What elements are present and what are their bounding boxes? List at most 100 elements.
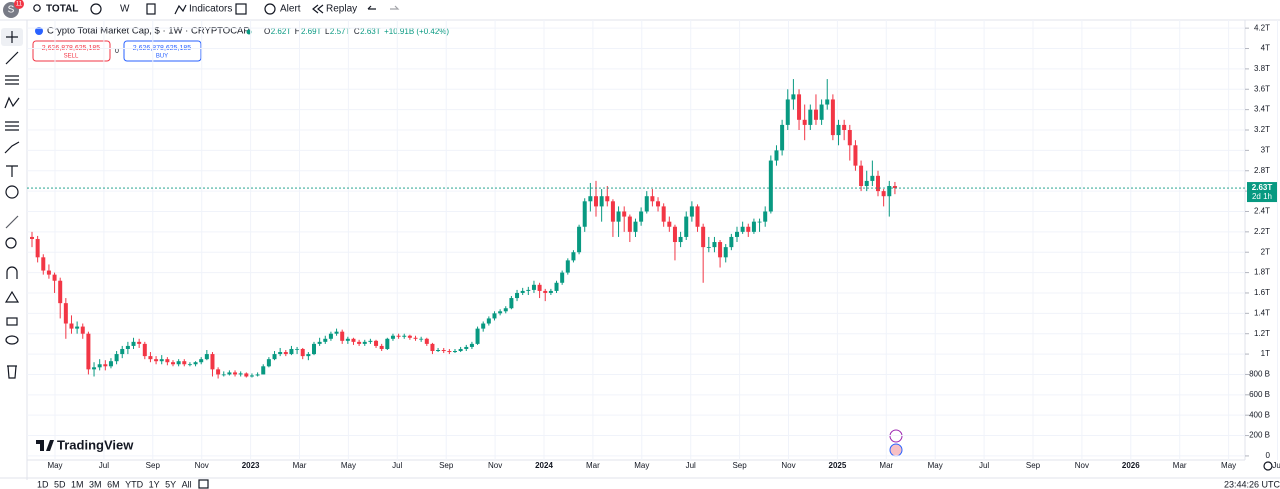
candle-body	[644, 196, 649, 212]
y-tick-label: 1.4T	[1254, 308, 1270, 317]
y-tick-label: 3.8T	[1254, 64, 1270, 73]
x-tick-label: Jul	[979, 461, 989, 470]
legend-change: +10.91B (+0.42%)	[384, 27, 449, 36]
x-tick-label: Sep	[146, 461, 161, 470]
candle-body	[154, 359, 159, 362]
sell-label: SELL	[64, 54, 79, 60]
range-button[interactable]: 5Y	[165, 479, 176, 489]
indicators[interactable]: Indicators	[189, 4, 232, 15]
y-tick-label: 0	[1266, 451, 1271, 460]
range-button[interactable]: 1Y	[149, 479, 160, 489]
x-tick-label: Jul	[99, 461, 109, 470]
logo-text: TradingView	[57, 437, 134, 452]
avatar-letter: S	[8, 5, 15, 16]
candle-body	[853, 145, 858, 166]
candle-body	[672, 226, 677, 243]
pattern-tool[interactable]	[4, 96, 20, 109]
replay[interactable]: Replay	[326, 4, 357, 15]
x-tick-label: May	[341, 461, 356, 470]
magnet-tool[interactable]	[6, 266, 18, 279]
candle-body	[560, 272, 565, 283]
chart-type[interactable]	[146, 3, 156, 15]
candle-body	[63, 303, 68, 324]
text-tool[interactable]	[6, 165, 18, 177]
candle-body	[723, 247, 728, 258]
y-tick-label: 4T	[1261, 44, 1270, 53]
range-button[interactable]: 1D	[37, 479, 49, 489]
undo[interactable]	[367, 5, 376, 10]
y-tick-label: 2.2T	[1254, 227, 1270, 236]
candle-body	[701, 226, 706, 248]
candle-body	[492, 313, 497, 319]
forecast-tool[interactable]	[5, 121, 19, 131]
candle-body	[374, 340, 379, 346]
y-tick-label: 1.6T	[1254, 288, 1270, 297]
sell-button[interactable]	[32, 40, 111, 62]
candle-body	[819, 104, 824, 120]
candle-body	[802, 119, 807, 125]
candle-body	[712, 242, 717, 248]
candle-body	[249, 375, 254, 377]
settings[interactable]	[1263, 461, 1273, 471]
range-button[interactable]: 3M	[89, 479, 102, 489]
x-tick-label: Nov	[781, 461, 795, 470]
candle-body	[526, 289, 531, 291]
candle-body	[97, 364, 102, 368]
redo[interactable]	[390, 5, 400, 10]
brush-tool[interactable]	[4, 141, 20, 154]
x-tick-label: May	[47, 461, 62, 470]
candle-body	[35, 238, 40, 258]
hide-tool[interactable]	[5, 335, 19, 345]
range-button[interactable]: All	[182, 479, 192, 489]
draw-mode[interactable]	[4, 290, 20, 303]
candle-body	[210, 354, 215, 370]
spread: 0	[115, 48, 119, 55]
candle-body	[413, 337, 418, 339]
candle-body	[582, 201, 587, 227]
icon-tool[interactable]	[5, 185, 19, 199]
badge	[14, 0, 24, 9]
symbol[interactable]: TOTAL	[46, 4, 78, 15]
indicators-icon	[174, 4, 187, 15]
legend-value: 2.62T	[271, 27, 292, 36]
candle-body	[52, 274, 57, 281]
candle-body	[317, 341, 322, 344]
candle-body	[751, 221, 756, 232]
y-tick-label: 3.2T	[1254, 125, 1270, 134]
alert[interactable]: Alert	[280, 4, 301, 15]
range-button[interactable]: 5D	[54, 479, 66, 489]
candle-body	[390, 335, 395, 339]
candle-body	[565, 260, 570, 273]
candle-body	[108, 361, 113, 367]
zoom-tool[interactable]	[5, 237, 17, 249]
ruler-tool[interactable]	[5, 215, 19, 229]
y-tick-label: 3.4T	[1254, 105, 1270, 114]
range-button[interactable]: 6M	[107, 479, 120, 489]
event-icon[interactable]	[889, 443, 903, 457]
candle-body	[69, 323, 74, 329]
candle-body	[289, 348, 294, 355]
legend-value: 2.69T	[301, 27, 322, 36]
candle-body	[464, 346, 469, 349]
candle-body	[300, 348, 305, 357]
candle-body	[306, 354, 311, 357]
buy-button[interactable]	[123, 40, 202, 62]
delete-tool[interactable]	[7, 365, 17, 379]
trend-line-tool[interactable]	[5, 51, 19, 65]
cursor-tool[interactable]	[6, 31, 18, 43]
candle-body	[193, 362, 198, 365]
range-button[interactable]: YTD	[125, 479, 144, 489]
x-tick-label: 2023	[242, 461, 260, 470]
candle-body	[233, 372, 238, 375]
templates[interactable]	[235, 3, 247, 15]
x-tick-label: Jul	[1272, 461, 1280, 470]
candle-body	[92, 367, 97, 370]
add-symbol[interactable]	[90, 3, 102, 15]
date-range[interactable]	[198, 479, 209, 489]
lock-tool[interactable]	[6, 317, 18, 326]
fib-tool[interactable]	[5, 75, 19, 85]
range-button[interactable]: 1M	[71, 479, 84, 489]
interval[interactable]: W	[120, 4, 130, 15]
legend-label: O	[264, 27, 270, 36]
candle-body	[588, 196, 593, 202]
